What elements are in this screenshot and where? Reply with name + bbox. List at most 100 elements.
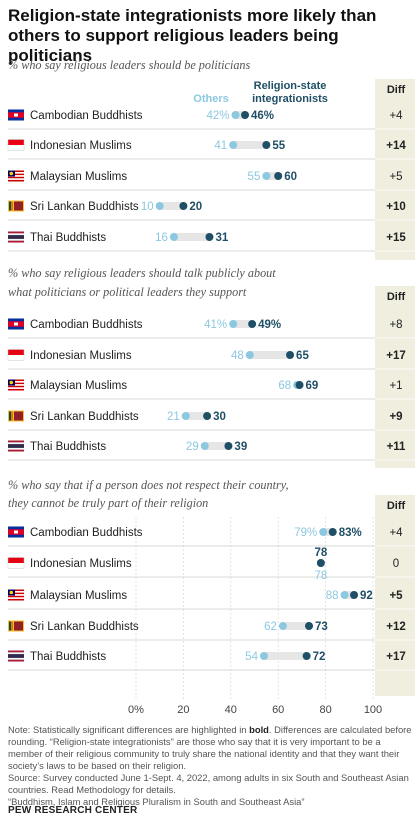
cambodia-flag-icon bbox=[8, 318, 24, 330]
integrationists-dot bbox=[350, 591, 359, 599]
others-value-label: 48 bbox=[231, 350, 244, 362]
diff-value: 0 bbox=[393, 558, 399, 570]
others-value-label: 54 bbox=[245, 651, 258, 663]
category-label: Malaysian Muslims bbox=[30, 380, 127, 392]
diff-value: +12 bbox=[386, 621, 406, 633]
others-value-label: 10 bbox=[141, 201, 154, 213]
malaysia-flag-icon bbox=[8, 589, 24, 601]
others-dot bbox=[169, 233, 178, 241]
integrationists-value-label: 72 bbox=[313, 651, 326, 663]
diff-value: +8 bbox=[389, 319, 402, 331]
integrationists-value-label: 46% bbox=[251, 110, 274, 122]
x-tick-label: 0% bbox=[128, 704, 144, 716]
panel-subtitle: they cannot be truly part of their relig… bbox=[8, 496, 208, 510]
integrationists-value-label: 20 bbox=[189, 201, 202, 213]
category-label: Thai Buddhists bbox=[30, 441, 106, 453]
x-tick-label: 100 bbox=[364, 704, 382, 716]
legend-integrationists: Religion-state bbox=[254, 80, 327, 92]
others-value-label: 62 bbox=[264, 621, 277, 633]
x-tick-label: 60 bbox=[272, 704, 284, 716]
others-dot bbox=[278, 622, 287, 630]
integrationists-dot bbox=[203, 412, 212, 420]
indonesia-flag-icon bbox=[7, 349, 25, 361]
others-value-label: 78 bbox=[314, 570, 327, 582]
diff-header: Diff bbox=[387, 500, 406, 512]
integrationists-dot bbox=[302, 652, 311, 660]
integrationists-dot bbox=[295, 381, 304, 389]
others-value-label: 68 bbox=[278, 380, 291, 392]
diff-header: Diff bbox=[387, 84, 406, 96]
category-label: Indonesian Muslims bbox=[30, 558, 132, 570]
integrationists-value-label: 92 bbox=[360, 590, 373, 602]
cambodia-flag-icon bbox=[8, 526, 24, 538]
integrationists-value-label: 65 bbox=[296, 350, 309, 362]
diff-header: Diff bbox=[387, 291, 406, 303]
diff-value: +4 bbox=[389, 527, 403, 539]
others-dot bbox=[229, 320, 238, 328]
integrationists-dot bbox=[274, 172, 283, 180]
x-tick-label: 40 bbox=[225, 704, 237, 716]
integrationists-dot bbox=[205, 233, 214, 241]
others-dot bbox=[340, 591, 349, 599]
integrationists-value-label: 69 bbox=[306, 380, 319, 392]
chart-title: Religion-state integrationists more like… bbox=[8, 6, 377, 65]
legend-others: Others bbox=[193, 93, 228, 105]
integrationists-dot bbox=[248, 320, 257, 328]
panel-subtitle: % who say religious leaders should be po… bbox=[8, 58, 251, 72]
diff-value: +10 bbox=[386, 201, 406, 213]
others-dot bbox=[231, 111, 240, 119]
diff-value: +14 bbox=[386, 140, 406, 152]
dot-plot-chart: Diff % who say religious leaders should b… bbox=[7, 58, 415, 716]
diff-column-bg bbox=[375, 286, 415, 468]
legend-integrationists: integrationists bbox=[252, 93, 328, 105]
integrationists-dot bbox=[224, 442, 233, 450]
integrationists-dot bbox=[179, 202, 188, 210]
thailand-flag-icon bbox=[8, 650, 24, 662]
integrationists-dot bbox=[241, 111, 250, 119]
others-dot bbox=[245, 351, 254, 359]
diff-value: +17 bbox=[386, 651, 406, 663]
thailand-flag-icon bbox=[8, 440, 24, 452]
diff-value: +15 bbox=[386, 232, 406, 244]
category-label: Thai Buddhists bbox=[30, 651, 106, 663]
panel-subtitle: % who say that if a person does not resp… bbox=[8, 478, 289, 492]
indonesia-flag-icon bbox=[7, 557, 25, 569]
thailand-flag-icon bbox=[8, 231, 24, 243]
category-label: Sri Lankan Buddhists bbox=[30, 201, 139, 213]
others-value-label: 21 bbox=[167, 411, 180, 423]
integrationists-value-label: 78 bbox=[314, 547, 327, 559]
others-dot bbox=[262, 172, 271, 180]
integrationists-value-label: 31 bbox=[215, 232, 228, 244]
srilanka-flag-icon bbox=[8, 200, 24, 212]
category-label: Malaysian Muslims bbox=[30, 590, 127, 602]
diff-value: +11 bbox=[387, 441, 406, 453]
integrationists-value-label: 60 bbox=[284, 171, 297, 183]
srilanka-flag-icon bbox=[8, 410, 24, 422]
others-value-label: 16 bbox=[155, 232, 168, 244]
others-value-label: 41 bbox=[214, 140, 227, 152]
others-dot bbox=[155, 202, 164, 210]
chart-notes: Note: Statistically significant differen… bbox=[8, 724, 412, 808]
others-dot bbox=[259, 652, 268, 660]
category-label: Cambodian Buddhists bbox=[30, 319, 143, 331]
integrationists-value-label: 83% bbox=[339, 527, 362, 539]
diff-column-bg bbox=[375, 79, 415, 260]
integrationists-value-label: 39 bbox=[234, 441, 247, 453]
pew-logo-text: PEW RESEARCH CENTER bbox=[8, 805, 138, 816]
srilanka-flag-icon bbox=[8, 620, 24, 632]
category-label: Cambodian Buddhists bbox=[30, 110, 143, 122]
malaysia-flag-icon bbox=[8, 170, 24, 182]
others-dot bbox=[229, 141, 238, 149]
others-value-label: 55 bbox=[248, 171, 261, 183]
category-label: Indonesian Muslims bbox=[30, 140, 132, 152]
others-value-label: 79% bbox=[294, 527, 317, 539]
cambodia-flag-icon bbox=[8, 109, 24, 121]
others-value-label: 88 bbox=[326, 590, 339, 602]
diff-value: +5 bbox=[389, 590, 403, 602]
integrationists-dot bbox=[262, 141, 271, 149]
panel-subtitle: % who say religious leaders should talk … bbox=[8, 266, 276, 280]
diff-value: +9 bbox=[389, 411, 402, 423]
x-tick-label: 20 bbox=[177, 704, 189, 716]
indonesia-flag-icon bbox=[7, 139, 25, 151]
category-label: Malaysian Muslims bbox=[30, 171, 127, 183]
